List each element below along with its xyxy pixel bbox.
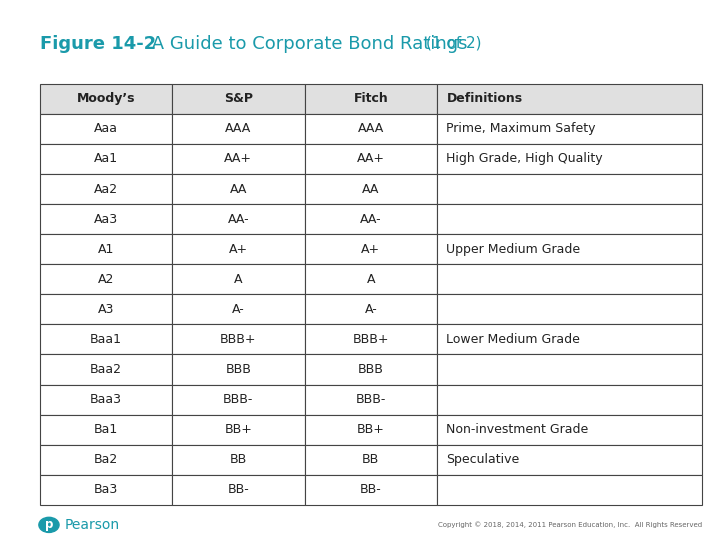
Text: AA-: AA- <box>360 213 382 226</box>
Text: Aa1: Aa1 <box>94 152 118 165</box>
Text: A+: A+ <box>361 242 380 255</box>
Text: Definitions: Definitions <box>446 92 523 105</box>
Text: Prime, Maximum Safety: Prime, Maximum Safety <box>446 123 596 136</box>
Text: AA: AA <box>362 183 379 195</box>
Text: Aa2: Aa2 <box>94 183 118 195</box>
Text: BBB+: BBB+ <box>220 333 256 346</box>
Text: Lower Medium Grade: Lower Medium Grade <box>446 333 580 346</box>
Text: A3: A3 <box>98 303 114 316</box>
Text: A+: A+ <box>229 242 248 255</box>
Text: S&P: S&P <box>224 92 253 105</box>
Text: BB+: BB+ <box>225 423 252 436</box>
Text: Speculative: Speculative <box>446 453 520 466</box>
Text: Ba2: Ba2 <box>94 453 118 466</box>
Text: A-: A- <box>364 303 377 316</box>
Text: Baa2: Baa2 <box>90 363 122 376</box>
Text: Ba3: Ba3 <box>94 483 118 496</box>
Text: Figure 14-2: Figure 14-2 <box>40 35 156 53</box>
Text: Moody’s: Moody’s <box>76 92 135 105</box>
Text: AA+: AA+ <box>225 152 252 165</box>
Text: High Grade, High Quality: High Grade, High Quality <box>446 152 603 165</box>
Text: A1: A1 <box>98 242 114 255</box>
Text: BBB: BBB <box>225 363 251 376</box>
Text: Aaa: Aaa <box>94 123 118 136</box>
Text: BBB: BBB <box>358 363 384 376</box>
Text: AAA: AAA <box>358 123 384 136</box>
Text: BB: BB <box>230 453 247 466</box>
Text: AA+: AA+ <box>357 152 384 165</box>
Text: A: A <box>366 273 375 286</box>
Text: A-: A- <box>232 303 245 316</box>
Text: (1 of 2): (1 of 2) <box>426 35 481 50</box>
Text: A2: A2 <box>98 273 114 286</box>
Text: Pearson: Pearson <box>65 518 120 532</box>
Text: BB+: BB+ <box>357 423 384 436</box>
Text: Copyright © 2018, 2014, 2011 Pearson Education, Inc.  All Rights Reserved: Copyright © 2018, 2014, 2011 Pearson Edu… <box>438 522 702 528</box>
Text: BB-: BB- <box>360 483 382 496</box>
Text: BB: BB <box>362 453 379 466</box>
Text: Baa1: Baa1 <box>90 333 122 346</box>
Text: Fitch: Fitch <box>354 92 388 105</box>
Text: AA-: AA- <box>228 213 249 226</box>
Text: BBB+: BBB+ <box>353 333 389 346</box>
Text: Aa3: Aa3 <box>94 213 118 226</box>
Text: Upper Medium Grade: Upper Medium Grade <box>446 242 580 255</box>
Text: A: A <box>234 273 243 286</box>
Text: AAA: AAA <box>225 123 251 136</box>
Text: Ba1: Ba1 <box>94 423 118 436</box>
Text: Baa3: Baa3 <box>90 393 122 406</box>
Text: BBB-: BBB- <box>223 393 253 406</box>
Text: BB-: BB- <box>228 483 249 496</box>
Text: Non-investment Grade: Non-investment Grade <box>446 423 589 436</box>
Text: BBB-: BBB- <box>356 393 386 406</box>
Text: p: p <box>45 518 53 531</box>
Text: A Guide to Corporate Bond Ratings: A Guide to Corporate Bond Ratings <box>146 35 474 53</box>
Text: AA: AA <box>230 183 247 195</box>
